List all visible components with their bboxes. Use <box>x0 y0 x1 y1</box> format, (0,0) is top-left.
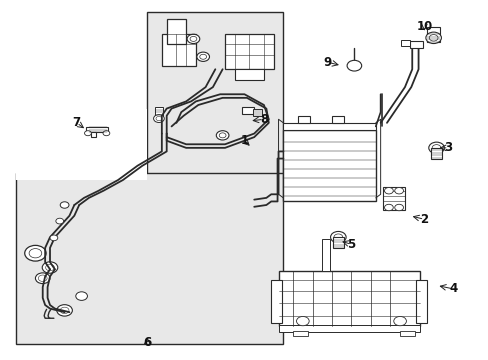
Bar <box>331 116 344 123</box>
Circle shape <box>394 188 403 194</box>
Text: 10: 10 <box>415 20 432 33</box>
Circle shape <box>200 54 206 59</box>
Circle shape <box>60 202 69 208</box>
Bar <box>252 109 261 116</box>
Bar <box>292 331 307 336</box>
Circle shape <box>35 273 50 284</box>
Bar <box>297 116 309 123</box>
Bar <box>162 33 196 66</box>
Circle shape <box>333 234 342 240</box>
Circle shape <box>197 52 209 62</box>
Bar <box>332 237 344 248</box>
Bar <box>283 123 375 130</box>
Bar <box>224 33 273 69</box>
Circle shape <box>428 142 444 154</box>
Circle shape <box>25 246 46 261</box>
Circle shape <box>57 305 72 316</box>
Bar <box>283 130 375 202</box>
Bar <box>430 148 442 158</box>
Circle shape <box>187 34 200 44</box>
Circle shape <box>394 204 403 211</box>
Circle shape <box>384 188 392 194</box>
Text: 7: 7 <box>73 116 81 129</box>
Circle shape <box>216 131 228 140</box>
Text: 1: 1 <box>240 134 248 147</box>
Circle shape <box>156 116 162 121</box>
Circle shape <box>393 316 406 326</box>
Bar <box>147 12 283 180</box>
Bar <box>278 271 419 327</box>
Bar <box>399 331 414 336</box>
Bar <box>426 27 440 42</box>
Bar <box>91 132 96 138</box>
Circle shape <box>330 231 346 243</box>
Bar <box>234 69 264 80</box>
Bar <box>16 109 147 180</box>
Text: 5: 5 <box>346 238 355 251</box>
Circle shape <box>103 131 110 136</box>
Circle shape <box>42 262 58 273</box>
Circle shape <box>84 131 91 136</box>
Circle shape <box>190 36 197 41</box>
Bar <box>154 107 163 116</box>
Bar <box>415 280 426 323</box>
Bar <box>278 325 419 332</box>
Circle shape <box>428 35 437 41</box>
Bar <box>242 108 254 114</box>
Circle shape <box>425 32 441 44</box>
Circle shape <box>56 218 63 224</box>
Bar <box>409 41 423 48</box>
Bar <box>400 40 409 46</box>
Text: 2: 2 <box>420 213 427 226</box>
Circle shape <box>50 235 58 241</box>
Text: 8: 8 <box>259 113 267 126</box>
Circle shape <box>384 204 392 211</box>
Text: 9: 9 <box>323 55 330 69</box>
Circle shape <box>346 60 361 71</box>
Circle shape <box>431 145 440 151</box>
Circle shape <box>153 114 164 122</box>
Circle shape <box>219 133 225 138</box>
Circle shape <box>76 292 87 300</box>
Bar <box>166 19 186 44</box>
Circle shape <box>29 249 41 258</box>
Text: 4: 4 <box>448 283 457 296</box>
Circle shape <box>296 316 308 326</box>
Circle shape <box>38 275 47 282</box>
Bar <box>86 127 108 132</box>
Bar <box>382 187 404 210</box>
Bar <box>322 239 329 271</box>
Bar <box>271 280 282 323</box>
Circle shape <box>45 264 54 271</box>
Bar <box>16 109 147 180</box>
Text: 6: 6 <box>143 336 151 349</box>
Text: 3: 3 <box>444 141 452 154</box>
Circle shape <box>60 307 69 314</box>
Bar <box>16 173 283 344</box>
